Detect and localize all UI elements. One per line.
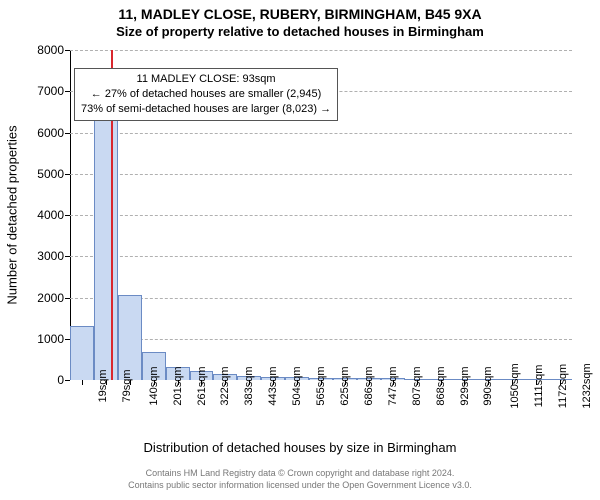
x-tick-label: 19sqm: [82, 369, 109, 402]
annotation-box: 11 MADLEY CLOSE: 93sqm← 27% of detached …: [74, 68, 338, 121]
grid-line: [70, 133, 572, 134]
footer-line1: Contains HM Land Registry data © Crown c…: [146, 468, 455, 478]
y-tick-label: 5000: [37, 167, 64, 181]
y-tick-label: 6000: [37, 126, 64, 140]
annotation-line: ← 27% of detached houses are smaller (2,…: [81, 87, 331, 102]
grid-line: [70, 298, 572, 299]
grid-line: [70, 174, 572, 175]
footer-line2: Contains public sector information licen…: [128, 480, 472, 490]
y-tick-label: 2000: [37, 291, 64, 305]
x-axis-label: Distribution of detached houses by size …: [0, 440, 600, 455]
x-tick-label: 79sqm: [106, 369, 133, 402]
plot-area: 01000200030004000500060007000800019sqm79…: [70, 50, 572, 380]
y-tick-label: 4000: [37, 208, 64, 222]
x-tick-label: 1232sqm: [560, 363, 593, 408]
chart-title-line1: 11, MADLEY CLOSE, RUBERY, BIRMINGHAM, B4…: [0, 6, 600, 22]
chart-title-line2: Size of property relative to detached ho…: [0, 24, 600, 39]
grid-line: [70, 215, 572, 216]
y-axis-label: Number of detached properties: [5, 125, 20, 304]
annotation-line: 73% of semi-detached houses are larger (…: [81, 102, 331, 117]
grid-line: [70, 339, 572, 340]
histogram-bar: [94, 104, 118, 380]
grid-line: [70, 256, 572, 257]
footer-attribution: Contains HM Land Registry data © Crown c…: [0, 468, 600, 491]
y-tick-label: 0: [57, 373, 64, 387]
y-tick-label: 1000: [37, 332, 64, 346]
y-tick-label: 3000: [37, 249, 64, 263]
grid-line: [70, 50, 572, 51]
chart-container: 11, MADLEY CLOSE, RUBERY, BIRMINGHAM, B4…: [0, 0, 600, 500]
y-tick-label: 7000: [37, 84, 64, 98]
y-tick-label: 8000: [37, 43, 64, 57]
annotation-line: 11 MADLEY CLOSE: 93sqm: [81, 72, 331, 87]
